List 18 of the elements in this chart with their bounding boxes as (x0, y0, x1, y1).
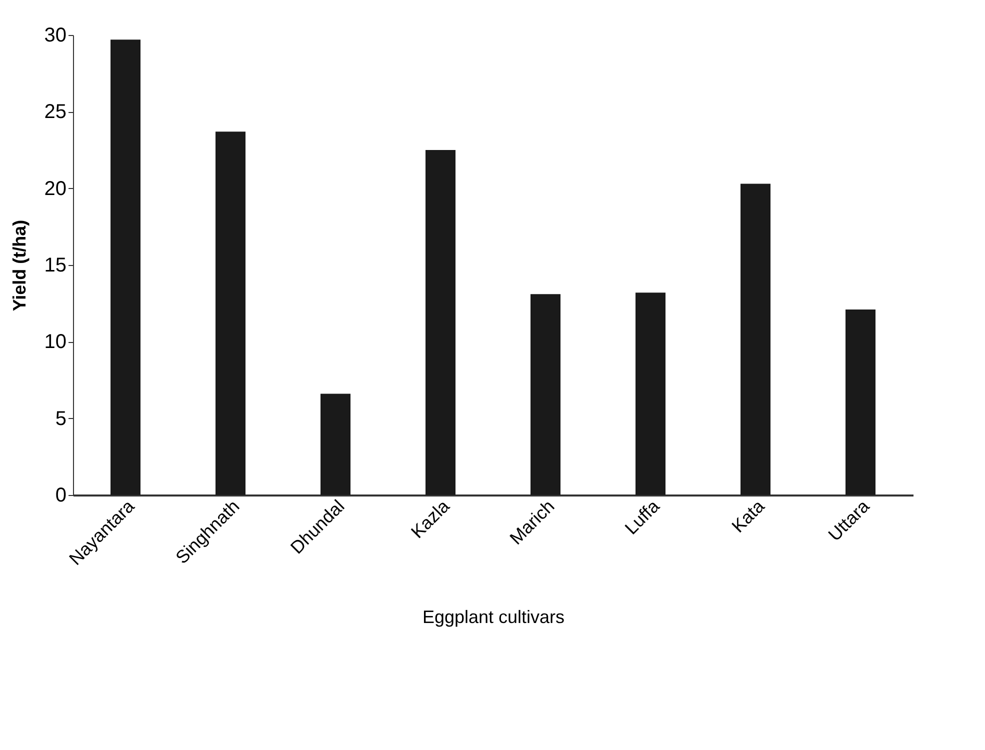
bar (740, 184, 770, 495)
bar (530, 294, 560, 495)
bar (320, 394, 350, 495)
x-axis-title: Eggplant cultivars (422, 606, 565, 627)
x-tick-label: Kata (728, 495, 769, 536)
y-tick-label: 5 (55, 408, 66, 430)
bar (216, 132, 246, 495)
bar (110, 40, 140, 495)
y-axis-title: Yield (t/ha) (9, 220, 30, 312)
y-tick-label: 20 (44, 178, 66, 200)
y-tick-label: 30 (44, 24, 66, 46)
bar (426, 150, 456, 495)
bar (636, 292, 666, 495)
bar (846, 309, 876, 495)
y-tick-label: 15 (44, 254, 66, 276)
y-tick-label: 25 (44, 101, 66, 124)
y-tick-label: 0 (55, 484, 66, 506)
y-tick-label: 10 (44, 331, 66, 354)
